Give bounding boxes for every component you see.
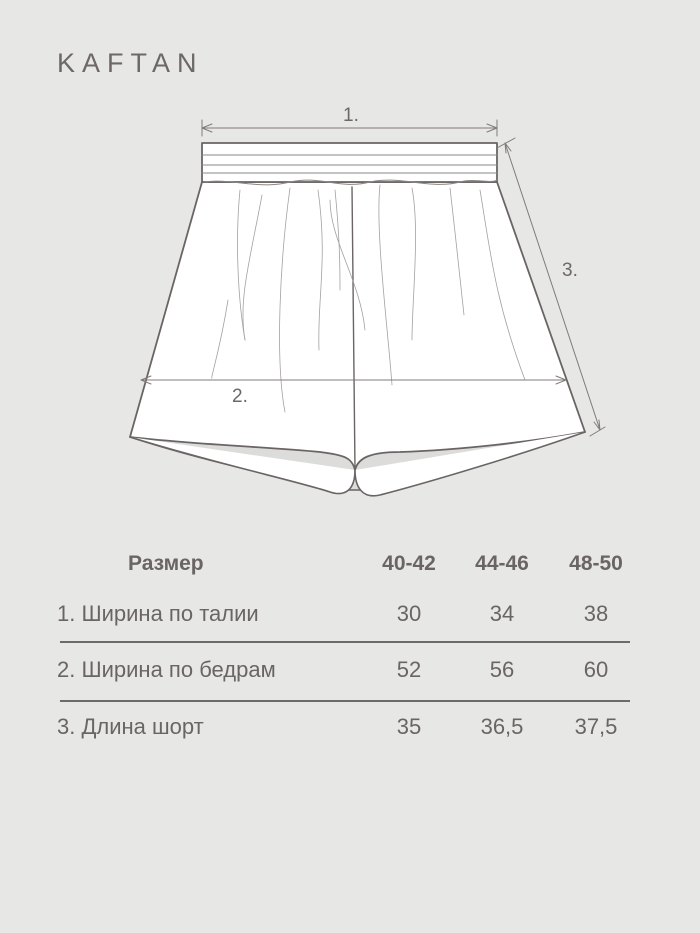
row-divider bbox=[60, 641, 630, 643]
row-value: 37,5 bbox=[574, 714, 618, 739]
row-label: 3. Длина шорт bbox=[57, 714, 204, 739]
right-leg-hem-curve bbox=[354, 431, 586, 497]
hip-measure-arrow bbox=[140, 375, 567, 385]
measure-label-1: 1. bbox=[343, 105, 359, 126]
row-value: 38 bbox=[583, 601, 609, 626]
row-label: 2. Ширина по бедрам bbox=[57, 657, 276, 682]
measure-label-3: 3. bbox=[562, 260, 578, 281]
center-seam bbox=[351, 186, 356, 471]
row-value: 60 bbox=[583, 657, 609, 682]
shorts-body bbox=[129, 181, 586, 471]
row-divider bbox=[60, 700, 630, 702]
row-value: 36,5 bbox=[480, 714, 524, 739]
waist-measure-arrow bbox=[201, 119, 498, 137]
row-value: 56 bbox=[489, 657, 515, 682]
row-value: 52 bbox=[396, 657, 422, 682]
row-label: 1. Ширина по талии bbox=[57, 601, 259, 626]
row-value: 30 bbox=[396, 601, 422, 626]
size-header-col: 48-50 bbox=[569, 552, 623, 575]
brand-logo: KAFTAN bbox=[57, 48, 204, 78]
size-header-label: Размер bbox=[128, 552, 204, 575]
size-header-col: 44-46 bbox=[475, 552, 529, 575]
row-value: 35 bbox=[396, 714, 422, 739]
measure-label-2: 2. bbox=[232, 386, 248, 407]
length-measure-arrow bbox=[496, 137, 606, 437]
waistband bbox=[201, 142, 498, 183]
left-leg-hem-curve bbox=[129, 436, 356, 495]
row-value: 34 bbox=[489, 601, 515, 626]
size-header-col: 40-42 bbox=[382, 552, 436, 575]
